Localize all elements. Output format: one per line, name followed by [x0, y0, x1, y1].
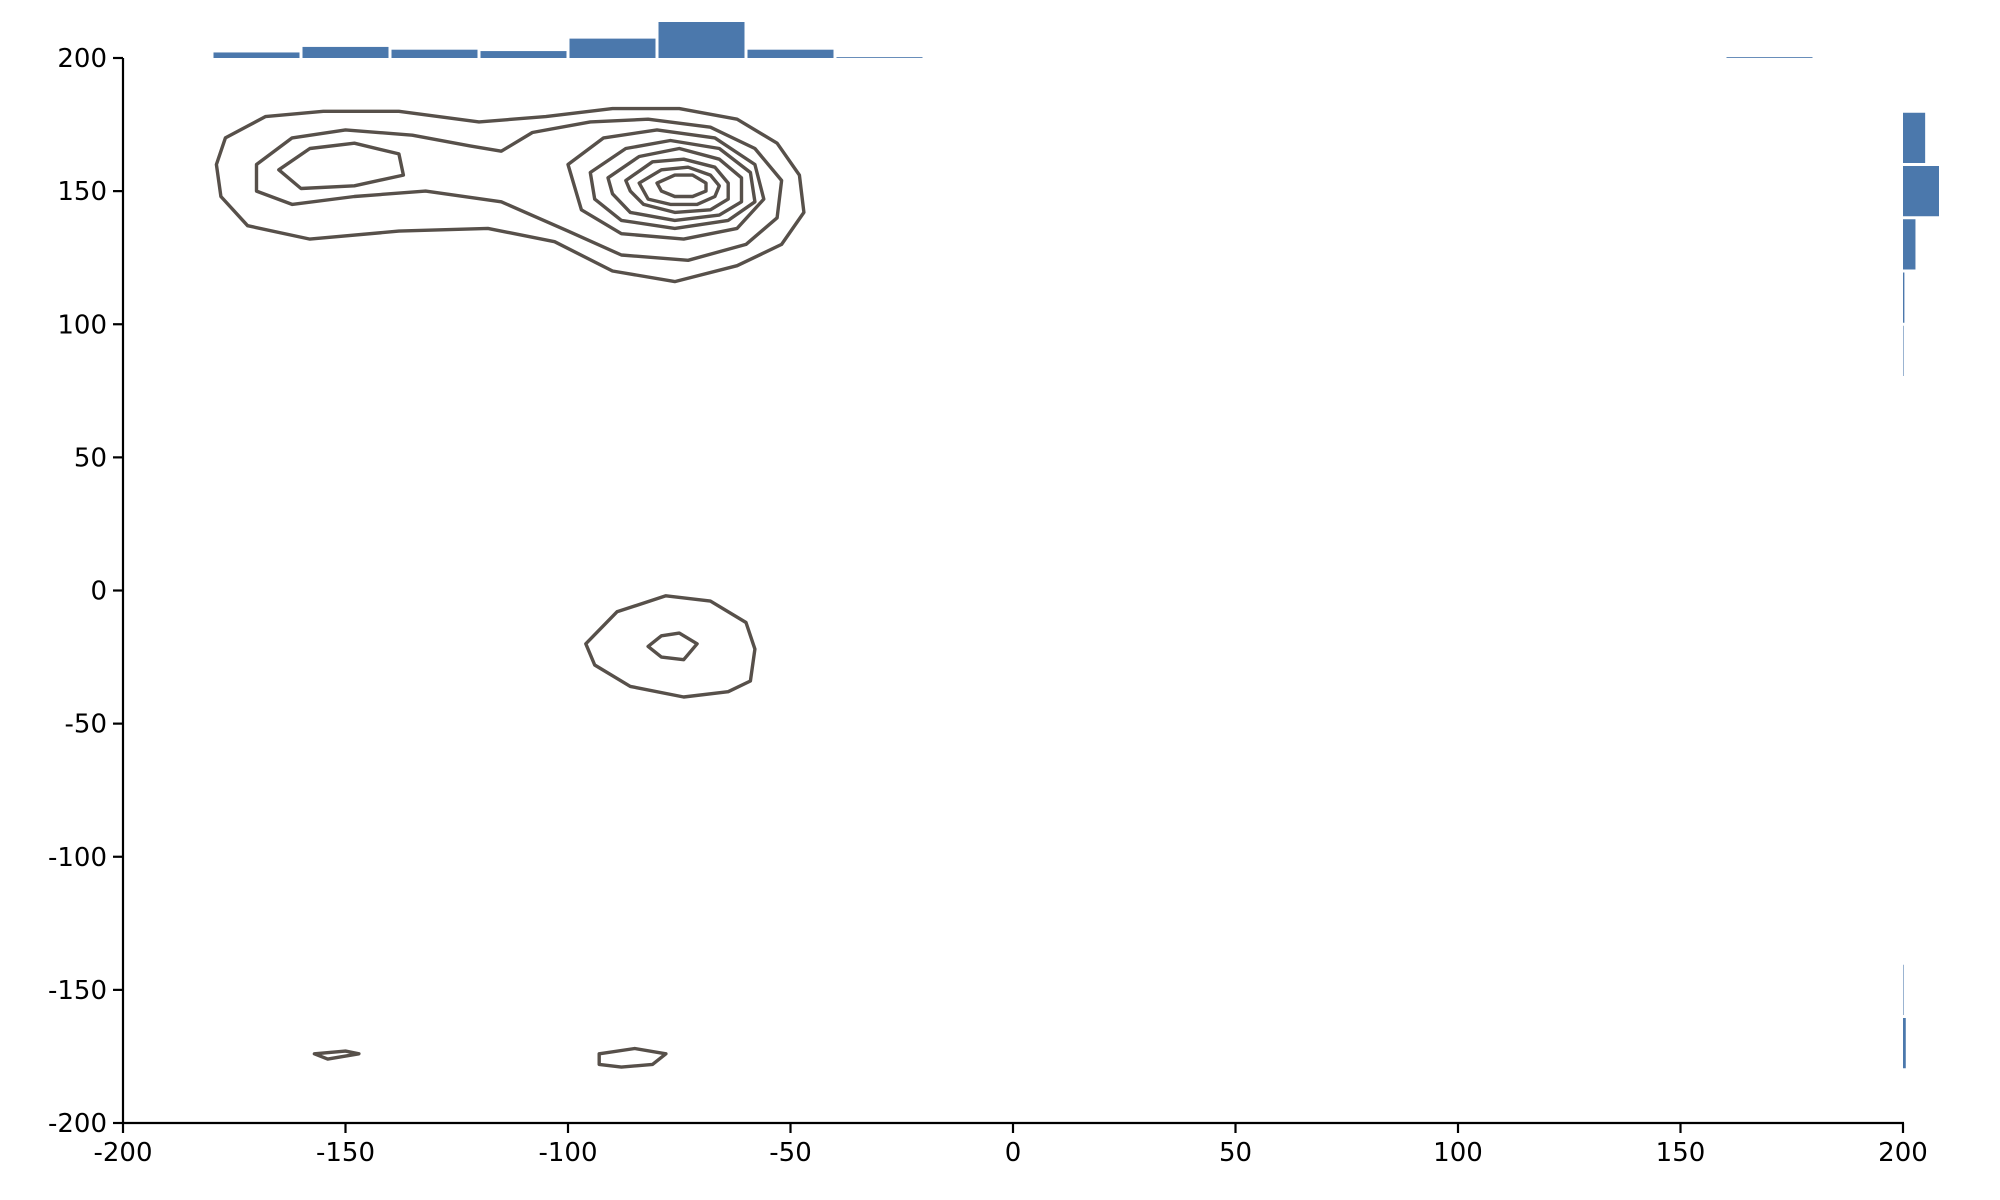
contour-line: [588, 138, 757, 231]
y-tick-label: -200: [48, 1109, 107, 1139]
marginal-x-bar: [302, 46, 389, 58]
y-axis-ticks: -200 -150 -100 -50 0 50 100 150 200: [48, 44, 123, 1139]
marginal-x-bar: [836, 57, 923, 58]
marginal-x-bar: [480, 51, 567, 58]
y-tick-label: -100: [48, 843, 107, 873]
y-tick-label: 50: [74, 443, 107, 473]
contour-line: [312, 1049, 361, 1061]
axes: [121, 58, 1904, 1125]
y-tick-label: 200: [57, 44, 107, 74]
contour-line: [584, 594, 757, 699]
contour-line: [606, 146, 744, 223]
x-tick-label: -50: [769, 1138, 811, 1168]
x-tick-label: 150: [1656, 1138, 1706, 1168]
marginal-x-histogram: [213, 22, 1813, 58]
contour-line: [597, 1046, 668, 1069]
x-tick-label: -200: [93, 1138, 152, 1168]
contour-line: [637, 165, 721, 207]
marginal-y-bar: [1903, 964, 1904, 1015]
x-tick-label: 50: [1219, 1138, 1252, 1168]
x-tick-label: 200: [1878, 1138, 1928, 1168]
contour-line: [646, 631, 699, 662]
marginal-y-bar: [1903, 219, 1916, 270]
marginal-x-bar: [1726, 57, 1813, 58]
contour-lines: [214, 106, 806, 1069]
y-tick-label: -150: [48, 976, 107, 1006]
marginal-x-bar: [391, 49, 478, 58]
marginal-y-bar: [1903, 166, 1939, 217]
marginal-y-bar: [1903, 112, 1926, 163]
contour-line: [254, 117, 784, 262]
contour-line: [214, 106, 806, 284]
x-tick-label: -150: [316, 1138, 375, 1168]
x-axis-ticks: -200 -150 -100 -50 0 50 100 150 200: [93, 1123, 1928, 1168]
marginal-y-bar: [1903, 1018, 1906, 1069]
x-tick-label: -100: [538, 1138, 597, 1168]
y-tick-label: 0: [90, 577, 107, 607]
marginal-y-bar: [1903, 272, 1905, 323]
y-tick-label: 100: [57, 310, 107, 340]
marginal-x-bar: [747, 49, 834, 58]
marginal-y-bar: [1903, 325, 1904, 376]
marginal-x-bar: [658, 22, 745, 58]
marginal-x-bar: [213, 52, 300, 58]
contour-line: [277, 141, 406, 191]
x-tick-label: 100: [1433, 1138, 1483, 1168]
y-tick-label: -50: [65, 710, 107, 740]
marginal-y-histogram: [1903, 112, 1939, 1069]
marginal-x-bar: [569, 38, 656, 58]
x-tick-label: 0: [1005, 1138, 1022, 1168]
contour-line: [624, 157, 730, 215]
y-tick-label: 150: [57, 177, 107, 207]
contour-line: [566, 128, 766, 241]
contour-line: [655, 173, 708, 199]
